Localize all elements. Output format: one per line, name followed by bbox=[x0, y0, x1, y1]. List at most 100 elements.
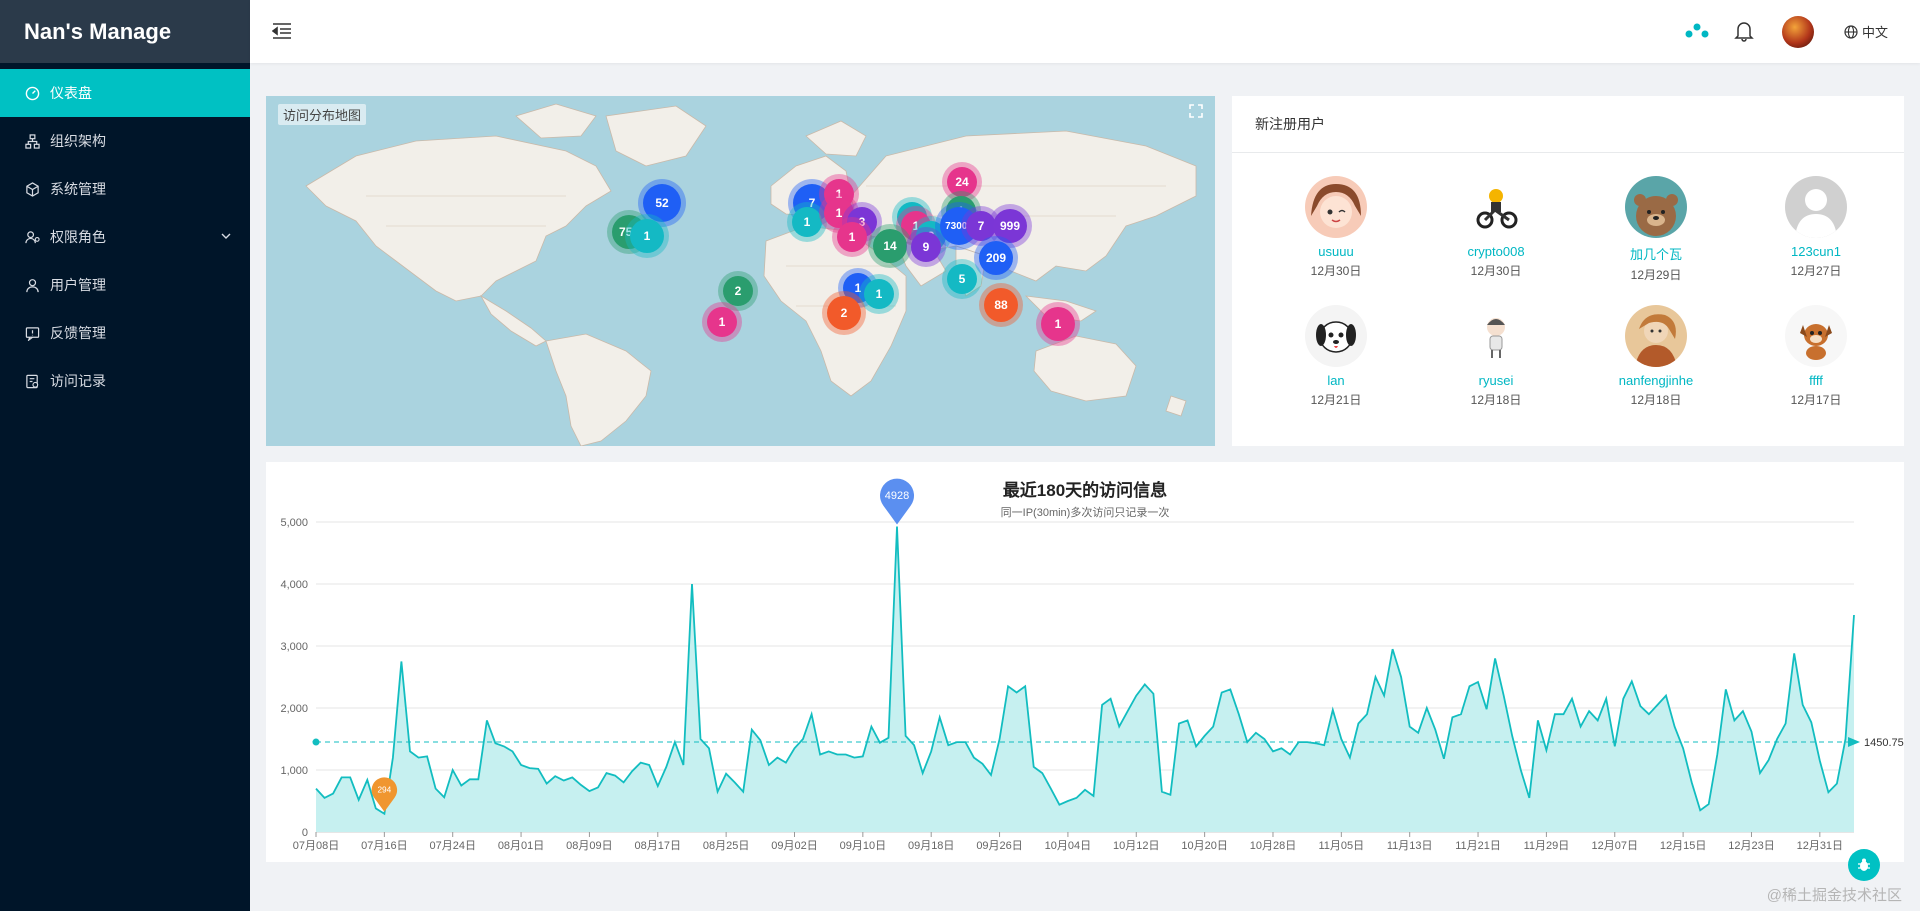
feedback-icon bbox=[24, 325, 40, 341]
max-value-label: 4928 bbox=[885, 490, 909, 502]
average-label: 1450.75 bbox=[1864, 737, 1904, 749]
app-logo[interactable]: Nan's Manage bbox=[0, 0, 250, 63]
map-cluster[interactable]: 1 bbox=[630, 219, 664, 253]
user-name[interactable]: usuuu bbox=[1318, 244, 1354, 259]
y-tick-label: 1,000 bbox=[280, 765, 308, 777]
chart-title: 最近180天的访问信息 bbox=[1002, 481, 1168, 500]
y-tick-label: 2,000 bbox=[280, 703, 308, 715]
x-tick-label: 10月20日 bbox=[1181, 840, 1227, 852]
y-tick-label: 5,000 bbox=[280, 517, 308, 529]
sidebar-item-label: 系统管理 bbox=[50, 181, 106, 197]
map-cluster[interactable]: 1 bbox=[837, 222, 867, 252]
watermark: @稀土掘金技术社区 bbox=[1766, 887, 1902, 904]
user-date: 12月27日 bbox=[1790, 264, 1842, 278]
visit-map[interactable]: 访问分布地图 527531217111311114292417300779992… bbox=[266, 96, 1215, 446]
y-tick-label: 3,000 bbox=[280, 641, 308, 653]
x-tick-label: 10月12日 bbox=[1113, 840, 1159, 852]
fullscreen-icon[interactable] bbox=[1189, 104, 1203, 118]
average-arrow bbox=[1848, 737, 1860, 748]
sidebar: Nan's Manage 仪表盘 组织架构 系统管理 权限角色 用户管理 反馈管… bbox=[0, 0, 250, 911]
user-name[interactable]: 123cun1 bbox=[1791, 244, 1841, 259]
user-card[interactable]: nanfengjinhe 12月18日 bbox=[1596, 305, 1716, 408]
x-tick-label: 09月02日 bbox=[771, 840, 817, 852]
x-tick-label: 10月04日 bbox=[1045, 840, 1091, 852]
map-cluster[interactable]: 24 bbox=[947, 167, 977, 197]
x-tick-label: 07月08日 bbox=[293, 840, 339, 852]
x-tick-label: 08月01日 bbox=[498, 840, 544, 852]
sidebar-item-access-log[interactable]: 访问记录 bbox=[0, 357, 250, 405]
bear-avatar bbox=[1625, 176, 1687, 238]
theme-dots-icon[interactable] bbox=[1684, 22, 1710, 40]
x-tick-label: 09月10日 bbox=[840, 840, 886, 852]
user-card[interactable]: crypto008 12月30日 bbox=[1436, 176, 1556, 279]
x-tick-label: 09月18日 bbox=[908, 840, 954, 852]
map-cluster[interactable]: 209 bbox=[979, 241, 1013, 275]
map-cluster[interactable]: 5 bbox=[947, 264, 977, 294]
map-cluster[interactable]: 2 bbox=[827, 296, 861, 330]
map-cluster[interactable]: 999 bbox=[993, 209, 1027, 243]
user-name[interactable]: lan bbox=[1327, 373, 1345, 388]
x-tick-label: 11月13日 bbox=[1387, 840, 1433, 852]
x-tick-label: 07月24日 bbox=[429, 840, 475, 852]
world-map bbox=[266, 96, 1215, 446]
chart-canvas[interactable]: 0 1,000 2,000 3,000 4,000 5,000 07月08日 07月16日 07… bbox=[266, 462, 1904, 862]
user-name[interactable]: ffff bbox=[1809, 373, 1823, 388]
chart-subtitle: 同一IP(30min)多次访问只记录一次 bbox=[1000, 507, 1170, 519]
sidebar-item-system[interactable]: 系统管理 bbox=[0, 165, 250, 213]
map-cluster[interactable]: 2 bbox=[723, 276, 753, 306]
user-card[interactable]: 加几个瓦 12月29日 bbox=[1596, 176, 1716, 283]
min-value-pin bbox=[371, 777, 398, 812]
x-tick-label: 08月09日 bbox=[566, 840, 612, 852]
map-cluster[interactable]: 9 bbox=[911, 232, 941, 262]
x-tick-label: 09月26日 bbox=[976, 840, 1022, 852]
puppy-avatar bbox=[1785, 305, 1847, 367]
user-card[interactable]: lan 12月21日 bbox=[1276, 305, 1396, 408]
user-date: 12月30日 bbox=[1310, 264, 1362, 278]
log-icon bbox=[24, 373, 40, 389]
map-cluster[interactable]: 52 bbox=[643, 184, 681, 222]
user-date: 12月17日 bbox=[1790, 393, 1842, 407]
sidebar-item-users[interactable]: 用户管理 bbox=[0, 261, 250, 309]
bug-report-button[interactable] bbox=[1848, 849, 1880, 881]
user-name[interactable]: nanfengjinhe bbox=[1618, 373, 1694, 388]
x-tick-label: 08月17日 bbox=[635, 840, 681, 852]
panel-title: 新注册用户 bbox=[1232, 96, 1904, 153]
user-card[interactable]: ffff 12月17日 bbox=[1756, 305, 1876, 408]
series-line bbox=[315, 526, 1855, 816]
map-cluster[interactable]: 88 bbox=[984, 288, 1018, 322]
sidebar-item-org[interactable]: 组织架构 bbox=[0, 117, 250, 165]
map-cluster[interactable]: 1 bbox=[792, 207, 822, 237]
sidebar-item-feedback[interactable]: 反馈管理 bbox=[0, 309, 250, 357]
sidebar-item-dashboard[interactable]: 仪表盘 bbox=[0, 69, 250, 117]
map-cluster[interactable]: 1 bbox=[1041, 307, 1075, 341]
sidebar-item-label: 仪表盘 bbox=[50, 85, 92, 101]
x-tick-label: 07月16日 bbox=[361, 840, 407, 852]
x-tick-label: 11月21日 bbox=[1455, 840, 1501, 852]
sidebar-item-label: 反馈管理 bbox=[50, 325, 106, 341]
default-avatar bbox=[1785, 176, 1847, 238]
user-card[interactable]: 123cun1 12月27日 bbox=[1756, 176, 1876, 279]
map-cluster[interactable]: 1 bbox=[707, 307, 737, 337]
avatar[interactable] bbox=[1782, 16, 1814, 48]
user-name[interactable]: crypto008 bbox=[1467, 244, 1525, 259]
user-name[interactable]: 加几个瓦 bbox=[1629, 247, 1682, 262]
map-cluster[interactable]: 7 bbox=[966, 211, 996, 241]
user-card[interactable]: ryusei 12月18日 bbox=[1436, 305, 1556, 408]
min-value-label: 294 bbox=[377, 786, 391, 795]
map-cluster[interactable]: 1 bbox=[864, 279, 894, 309]
dog-avatar bbox=[1305, 305, 1367, 367]
map-cluster[interactable]: 14 bbox=[873, 229, 907, 263]
user-name[interactable]: ryusei bbox=[1478, 373, 1514, 388]
user-icon bbox=[24, 277, 40, 293]
role-icon bbox=[24, 229, 40, 245]
language-label: 中文 bbox=[1862, 25, 1889, 40]
language-switch[interactable]: 中文 bbox=[1844, 22, 1888, 41]
user-date: 12月18日 bbox=[1630, 393, 1682, 407]
anime-girl-avatar bbox=[1305, 176, 1367, 238]
sidebar-item-roles[interactable]: 权限角色 bbox=[0, 213, 250, 261]
bell-icon[interactable] bbox=[1734, 20, 1754, 42]
menu-fold-icon[interactable] bbox=[272, 22, 292, 40]
cube-icon bbox=[24, 181, 40, 197]
user-date: 12月21日 bbox=[1310, 393, 1362, 407]
user-card[interactable]: usuuu 12月30日 bbox=[1276, 176, 1396, 279]
